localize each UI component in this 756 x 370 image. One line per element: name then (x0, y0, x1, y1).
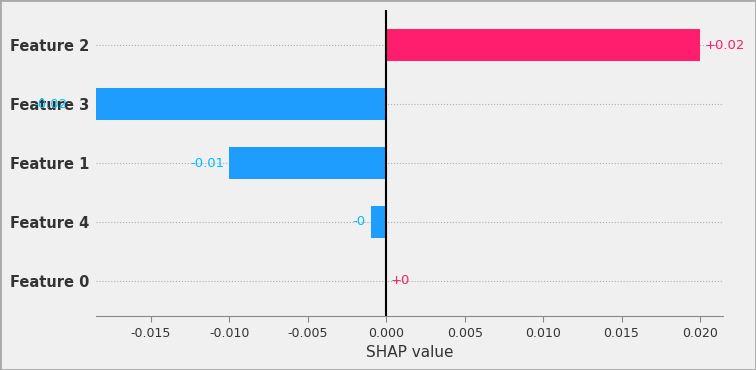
Text: +0.02: +0.02 (705, 38, 745, 51)
Text: -0.01: -0.01 (191, 157, 225, 169)
Bar (73, 88, 386, 120)
Bar (386, 29, 700, 61)
X-axis label: SHAP value: SHAP value (366, 345, 454, 360)
Bar (370, 206, 386, 238)
Text: -0: -0 (353, 215, 366, 228)
Bar (229, 147, 386, 179)
Text: -0.02: -0.02 (34, 98, 68, 111)
Text: +0: +0 (391, 275, 411, 287)
